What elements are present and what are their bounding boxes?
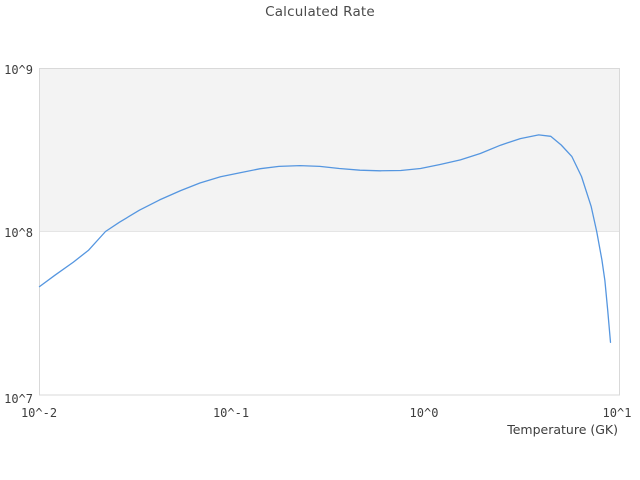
x-tick-1e-2: 10^-2 — [20, 406, 58, 420]
y-tick-1e7: 10^7 — [4, 392, 33, 406]
plot-border — [39, 68, 620, 396]
chart-title: Calculated Rate — [265, 4, 375, 20]
y-tick-1e9: 10^9 — [4, 63, 33, 77]
x-tick-1e1: 10^1 — [602, 406, 632, 420]
x-tick-1e0: 10^0 — [409, 406, 439, 420]
rate-curve — [38, 134, 612, 343]
x-axis-label: Temperature (GK) — [507, 422, 618, 437]
y-tick-1e8: 10^8 — [4, 226, 33, 240]
shaded-band — [39, 68, 620, 232]
x-tick-1e-1: 10^-1 — [212, 406, 250, 420]
